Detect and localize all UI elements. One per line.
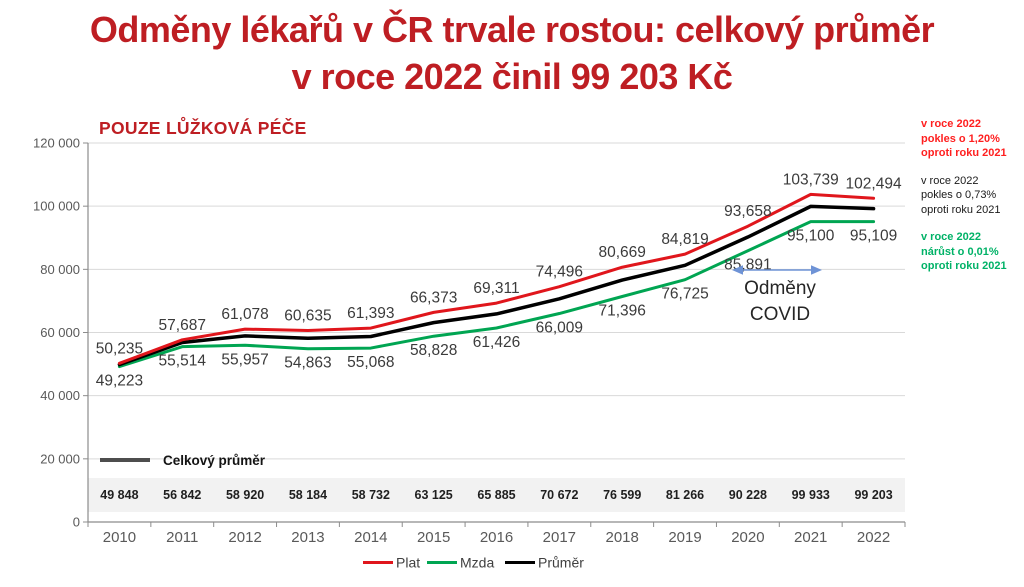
- y-axis-label: 100 000: [33, 199, 80, 214]
- data-label-mzda: 71,396: [598, 303, 645, 320]
- data-label-mzda: 55,514: [159, 353, 207, 370]
- y-axis-label: 120 000: [33, 136, 80, 151]
- y-axis-label: 40 000: [40, 388, 80, 403]
- series-line-plat: [117, 192, 876, 365]
- year-label: 2020: [731, 529, 764, 546]
- data-label-mzda: 95,109: [850, 228, 897, 245]
- annotation-line: pokles o 1,20%: [921, 132, 1000, 145]
- data-label-mzda: 54,863: [284, 355, 331, 372]
- year-label: 2015: [417, 529, 450, 546]
- year-label: 2018: [606, 529, 639, 546]
- data-label-plat: 61,393: [347, 305, 394, 322]
- year-label: 2012: [228, 529, 261, 546]
- year-label: 2013: [291, 529, 324, 546]
- table-value: 70 672: [540, 488, 578, 502]
- data-label-mzda: 58,828: [410, 342, 457, 359]
- table-value: 76 599: [603, 488, 641, 502]
- table-value: 65 885: [477, 488, 515, 502]
- legend-label-průměr: Průměr: [538, 555, 584, 571]
- data-label-plat: 93,658: [724, 203, 771, 220]
- annotation-line: oproti roku 2021: [921, 147, 1007, 159]
- table-value: 99 933: [792, 488, 830, 502]
- y-axis-label: 80 000: [40, 262, 80, 277]
- year-label: 2016: [480, 529, 513, 546]
- page-title: Odměny lékařů v ČR trvale rostou: celkov…: [0, 6, 1024, 100]
- legend-label-mzda: Mzda: [460, 555, 494, 571]
- year-label: 2011: [166, 529, 198, 546]
- annotation-line: v roce 2022: [921, 118, 981, 130]
- covid-annotation-line-1: Odměny: [744, 278, 816, 299]
- annotation-line: v roce 2022: [921, 174, 979, 187]
- data-label-mzda: 49,223: [96, 373, 143, 390]
- series-line-mzda: [117, 220, 876, 369]
- data-label-mzda: 66,009: [536, 320, 583, 337]
- data-label-mzda: 85,891: [724, 257, 771, 274]
- covid-arrow-left-head-icon: [732, 265, 743, 275]
- annotation-line: pokles o 0,73%: [921, 189, 997, 201]
- title-line-2: v roce 2022 činil 99 203 Kč: [291, 56, 733, 97]
- data-label-plat: 103,739: [783, 171, 839, 188]
- data-label-mzda: 55,068: [347, 354, 394, 371]
- data-label-plat: 57,687: [159, 317, 206, 334]
- covid-annotation-line-2: COVID: [749, 304, 811, 325]
- legend-label-plat: Plat: [396, 555, 420, 571]
- data-label-plat: 80,669: [598, 244, 645, 261]
- y-axis-label: 0: [73, 515, 80, 530]
- y-axis-label: 60 000: [40, 325, 80, 340]
- change-annotation-1: v roce 2022 pokles o 0,73% oproti roku 202…: [921, 174, 1024, 218]
- table-value: 58 184: [289, 488, 327, 502]
- data-label-mzda: 76,725: [661, 286, 708, 303]
- year-label: 2010: [103, 529, 136, 546]
- annotation-line: v roce 2022: [921, 231, 981, 243]
- year-label: 2014: [354, 529, 387, 546]
- data-label-plat: 50,235: [96, 340, 143, 357]
- data-label-plat: 66,373: [410, 289, 457, 306]
- table-value: 99 203: [854, 488, 892, 502]
- data-label-plat: 60,635: [284, 307, 331, 324]
- data-label-plat: 61,078: [221, 306, 268, 323]
- change-annotations: v roce 2022 pokles o 1,20% oproti roku 202…: [921, 117, 1024, 287]
- series-line-průměr: [117, 204, 876, 367]
- data-label-plat: 74,496: [536, 264, 583, 281]
- overall-average-legend-label: Celkový průměr: [163, 453, 266, 468]
- title-line-1: Odměny lékařů v ČR trvale rostou: celkov…: [89, 9, 935, 50]
- data-label-mzda: 95,100: [787, 228, 835, 245]
- table-band: [88, 478, 905, 512]
- change-annotation-0: v roce 2022 pokles o 1,20% oproti roku 202…: [921, 117, 1024, 161]
- data-label-mzda: 61,426: [473, 334, 520, 351]
- covid-arrow-right-head-icon: [811, 265, 822, 275]
- chart-subtitle: POUZE LŮŽKOVÁ PÉČE: [99, 118, 307, 138]
- change-annotation-2: v roce 2022 nárůst o 0,01% oproti roku 202…: [921, 230, 1024, 274]
- annotation-line: oproti roku 2021: [921, 260, 1007, 272]
- data-label-plat: 69,311: [473, 280, 519, 297]
- annotation-line: oproti roku 2021: [921, 203, 1001, 216]
- covid-annotation: Odměny COVID: [705, 276, 855, 328]
- year-label: 2022: [857, 529, 890, 546]
- y-axis-label: 20 000: [40, 451, 80, 466]
- table-value: 49 848: [100, 488, 138, 502]
- annotation-line: nárůst o 0,01%: [921, 245, 999, 258]
- data-label-plat: 84,819: [661, 231, 708, 248]
- year-label: 2019: [668, 529, 701, 546]
- table-value: 56 842: [163, 488, 201, 502]
- year-label: 2021: [794, 529, 827, 546]
- table-value: 63 125: [415, 488, 453, 502]
- data-label-plat: 102,494: [846, 175, 902, 192]
- chart-svg: 0 20 000 40 000 60 000 80 000 100 000 120 000 4…: [33, 136, 906, 571]
- data-label-mzda: 55,957: [221, 351, 268, 368]
- table-value: 58 732: [352, 488, 390, 502]
- table-value: 58 920: [226, 488, 264, 502]
- table-value: 90 228: [729, 488, 767, 502]
- year-label: 2017: [543, 529, 576, 546]
- table-value: 81 266: [666, 488, 704, 502]
